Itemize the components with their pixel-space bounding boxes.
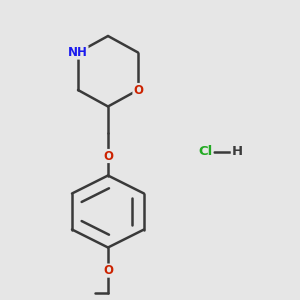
Text: Cl: Cl xyxy=(198,145,213,158)
Text: O: O xyxy=(133,83,143,97)
Text: O: O xyxy=(103,264,113,277)
Text: NH: NH xyxy=(68,46,88,59)
Text: O: O xyxy=(103,149,113,163)
Text: H: H xyxy=(231,145,243,158)
